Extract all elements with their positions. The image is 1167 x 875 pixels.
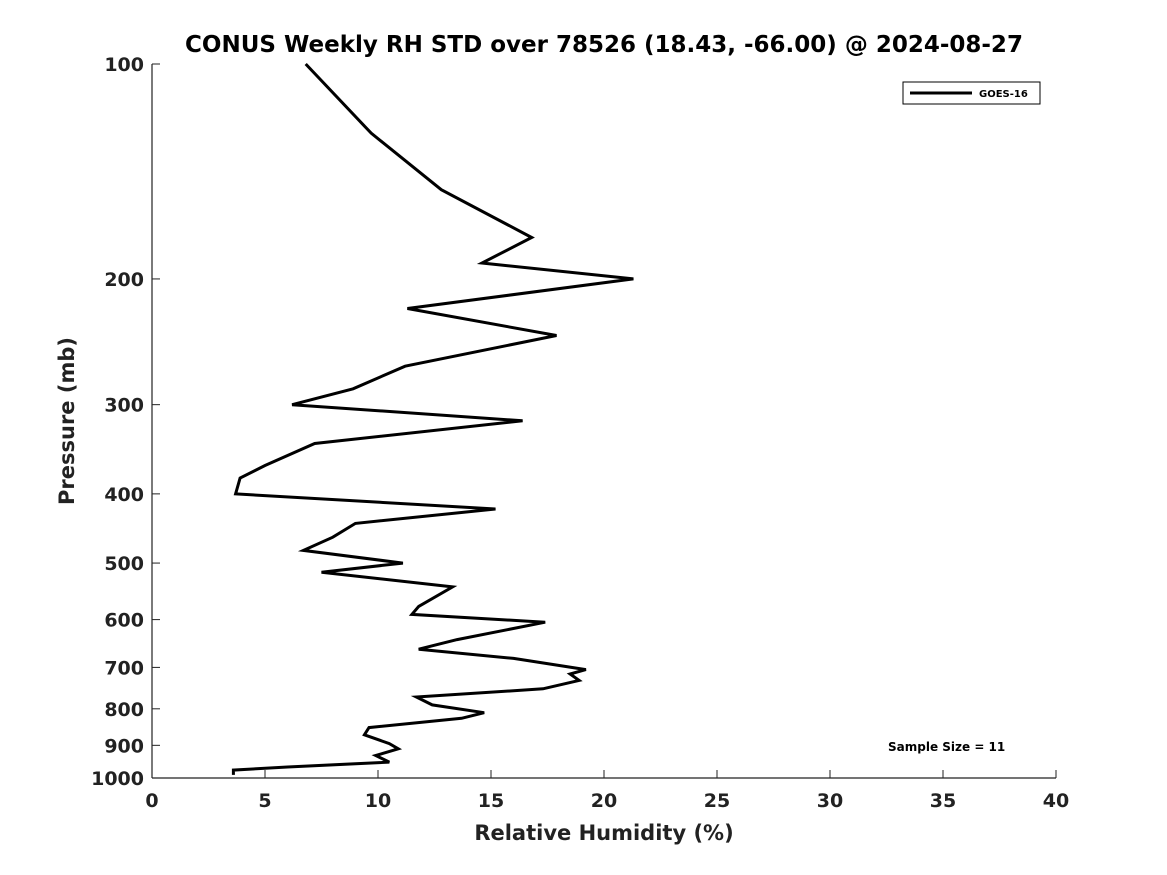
x-tick-label: 35: [930, 790, 956, 812]
legend: GOES-16: [902, 81, 1041, 105]
y-tick-label: 100: [104, 54, 144, 76]
chart-title: CONUS Weekly RH STD over 78526 (18.43, -…: [185, 32, 1023, 58]
x-tick-label: 0: [145, 790, 158, 812]
y-tick-label: 700: [104, 657, 144, 679]
x-tick-label: 5: [258, 790, 271, 812]
y-tick-label: 400: [104, 484, 144, 506]
x-tick-label: 15: [478, 790, 504, 812]
y-tick-label: 900: [104, 735, 144, 757]
y-axis-ticks: 100 200 300 400 500 600 700 800 900 1000: [91, 54, 160, 790]
y-axis-label: Pressure (mb): [55, 337, 79, 505]
legend-label-goes-16: GOES-16: [979, 89, 1028, 100]
x-axis-ticks: 0 5 10 15 20 25 30 35 40: [145, 770, 1069, 812]
x-tick-label: 30: [817, 790, 843, 812]
axes: [151, 64, 1056, 779]
x-tick-label: 10: [365, 790, 391, 812]
series-line-goes-16: [231, 62, 634, 775]
x-tick-label: 40: [1043, 790, 1069, 812]
y-tick-label: 200: [104, 269, 144, 291]
y-tick-label: 500: [104, 553, 144, 575]
x-tick-label: 25: [704, 790, 730, 812]
sample-size-annotation: Sample Size = 11: [888, 740, 1005, 754]
y-tick-label: 1000: [91, 768, 144, 790]
y-tick-label: 300: [104, 395, 144, 417]
x-axis-label: Relative Humidity (%): [474, 821, 733, 845]
series-group: [231, 62, 634, 775]
x-tick-label: 20: [591, 790, 617, 812]
y-tick-label: 800: [104, 699, 144, 721]
y-tick-label: 600: [104, 610, 144, 632]
